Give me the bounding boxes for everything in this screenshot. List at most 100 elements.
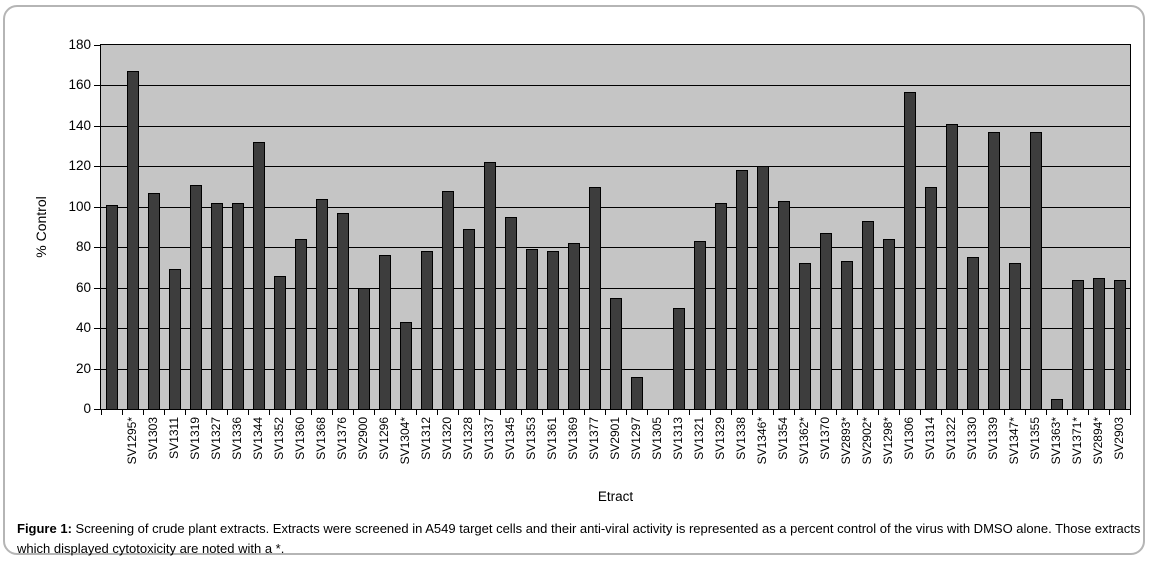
y-tick-label-40: 40 — [75, 320, 91, 336]
bar-SV1319 — [189, 185, 202, 409]
x-label-SV1370: SV1370 — [818, 417, 832, 460]
x-label-SV1339: SV1339 — [986, 417, 1000, 460]
y-tick-mark-80 — [94, 247, 100, 248]
x-tick-mark — [710, 410, 711, 415]
x-label-SV1321: SV1321 — [692, 417, 706, 460]
x-tick-mark — [164, 410, 165, 415]
bar-SV1337 — [483, 162, 496, 409]
caption-label: Figure 1: — [17, 521, 72, 536]
x-tick-mark — [332, 410, 333, 415]
x-tick-mark — [626, 410, 627, 415]
x-tick-mark — [185, 410, 186, 415]
bar-SV2901 — [609, 298, 622, 409]
x-label-SV1297: SV1297 — [629, 417, 643, 460]
x-label-SV1363*: SV1363* — [1049, 417, 1063, 465]
bar-SV2894* — [1092, 278, 1105, 409]
bar-SV1363* — [1050, 399, 1063, 409]
x-label-SV1298*: SV1298* — [881, 417, 895, 465]
x-label-SV1295*: SV1295* — [125, 417, 139, 465]
x-label-SV1360: SV1360 — [293, 417, 307, 460]
x-label-SV1336: SV1336 — [230, 417, 244, 460]
x-tick-mark — [878, 410, 879, 415]
bar-SV1329 — [714, 203, 727, 409]
bar-SV1312 — [420, 251, 433, 409]
bar-SV2900 — [357, 288, 370, 409]
x-label-SV1312: SV1312 — [419, 417, 433, 460]
bar-SV2893* — [840, 261, 853, 409]
x-tick-mark — [773, 410, 774, 415]
y-tick-mark-0 — [94, 409, 100, 410]
x-tick-mark — [1109, 410, 1110, 415]
x-tick-mark — [269, 410, 270, 415]
bar-SV1322 — [945, 124, 958, 409]
bar-SV1371* — [1071, 280, 1084, 409]
bar-SV1345 — [504, 217, 517, 409]
x-label-SV1314: SV1314 — [923, 417, 937, 460]
x-label-SV1347*: SV1347* — [1007, 417, 1021, 465]
bar-SV1328 — [462, 229, 475, 409]
gridline-60 — [101, 288, 1130, 289]
x-label-SV1344: SV1344 — [251, 417, 265, 460]
x-label-SV2901: SV2901 — [608, 417, 622, 460]
x-tick-mark — [752, 410, 753, 415]
x-tick-mark — [1025, 410, 1026, 415]
bar-SV1304* — [399, 322, 412, 409]
y-axis-tick-labels: 0 20 40 60 80 100 120 140 160 180 — [5, 37, 91, 416]
x-tick-mark — [206, 410, 207, 415]
x-label-SV1362*: SV1362* — [797, 417, 811, 465]
bar-SV1370 — [819, 233, 832, 409]
x-tick-mark — [1067, 410, 1068, 415]
x-label-SV1377: SV1377 — [587, 417, 601, 460]
bar-SV1295* — [126, 71, 139, 409]
y-tick-mark-100 — [94, 207, 100, 208]
x-tick-mark — [353, 410, 354, 415]
x-tick-mark — [689, 410, 690, 415]
x-label-SV2902*: SV2902* — [860, 417, 874, 465]
x-label-SV1352: SV1352 — [272, 417, 286, 460]
gridline-120 — [101, 166, 1130, 167]
x-label-SV1371*: SV1371* — [1070, 417, 1084, 465]
gridline-140 — [101, 126, 1130, 127]
x-tick-mark — [983, 410, 984, 415]
bar-SV1311 — [168, 269, 181, 409]
x-tick-mark — [647, 410, 648, 415]
bar-SV1354 — [777, 201, 790, 409]
x-label-SV1376: SV1376 — [335, 417, 349, 460]
y-tick-label-0: 0 — [83, 401, 91, 416]
x-label-SV1296: SV1296 — [377, 417, 391, 460]
y-tick-label-80: 80 — [75, 239, 91, 255]
x-tick-mark — [857, 410, 858, 415]
x-tick-mark — [668, 410, 669, 415]
y-axis-tick-marks — [94, 44, 100, 412]
bar-SV1298* — [882, 239, 895, 409]
bar-SV1344 — [252, 142, 265, 409]
x-tick-mark — [479, 410, 480, 415]
x-tick-mark — [101, 410, 102, 415]
x-tick-mark — [143, 410, 144, 415]
x-label-SV1322: SV1322 — [944, 417, 958, 460]
bar-control — [105, 205, 118, 409]
bar-SV1353 — [525, 249, 538, 409]
bar-SV1336 — [231, 203, 244, 409]
x-label-SV1337: SV1337 — [482, 417, 496, 460]
y-tick-mark-60 — [94, 288, 100, 289]
x-tick-mark — [731, 410, 732, 415]
x-label-SV1345: SV1345 — [503, 417, 517, 460]
x-label-SV1369: SV1369 — [566, 417, 580, 460]
x-label-SV1338: SV1338 — [734, 417, 748, 460]
bar-SV1339 — [987, 132, 1000, 409]
y-tick-label-140: 140 — [68, 117, 91, 133]
figure-caption: Figure 1: Screening of crude plant extra… — [17, 519, 1145, 558]
y-tick-label-120: 120 — [68, 158, 91, 174]
bar-SV1338 — [735, 170, 748, 409]
bar-SV1330 — [966, 257, 979, 409]
y-tick-label-160: 160 — [68, 77, 91, 93]
bar-SV1369 — [567, 243, 580, 409]
x-tick-mark — [1046, 410, 1047, 415]
gridline-100 — [101, 207, 1130, 208]
bar-SV1362* — [798, 263, 811, 409]
x-label-SV1354: SV1354 — [776, 417, 790, 460]
bar-SV1360 — [294, 239, 307, 409]
x-label-SV1305: SV1305 — [650, 417, 664, 460]
x-tick-mark — [500, 410, 501, 415]
